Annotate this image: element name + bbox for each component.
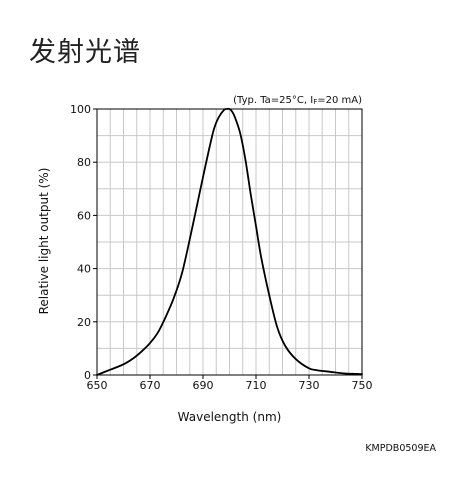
y-axis-label: Relative light output (%) [37,168,51,315]
y-tick-label: 20 [77,316,91,329]
conditions-subscript: F [313,98,317,106]
y-tick-label: 0 [84,369,91,382]
x-tick-label: 710 [246,379,267,392]
x-tick-label: 670 [140,379,161,392]
x-tick-label: 690 [193,379,214,392]
y-tick-label: 60 [77,209,91,222]
y-tick-label: 80 [77,156,91,169]
conditions-prefix: (Typ. Ta=25°C, I [233,95,313,106]
tick-labels: 650 670 690 710 730 750 0 20 40 60 80 100 [70,103,373,392]
y-tick-label: 40 [77,263,91,276]
measurement-conditions: (Typ. Ta=25°C, IF=20 mA) [233,95,362,106]
y-tick-label: 100 [70,103,91,116]
x-tick-label: 730 [299,379,320,392]
document-code: KMPDB0509EA [365,443,436,454]
grid-lines [97,109,362,375]
x-tick-label: 650 [87,379,108,392]
page-title: 发射光谱 [29,37,141,68]
spectrum-curve [96,107,363,376]
conditions-suffix: =20 mA) [317,95,362,106]
x-axis-label: Wavelength (nm) [178,410,282,424]
x-tick-label: 750 [352,379,373,392]
